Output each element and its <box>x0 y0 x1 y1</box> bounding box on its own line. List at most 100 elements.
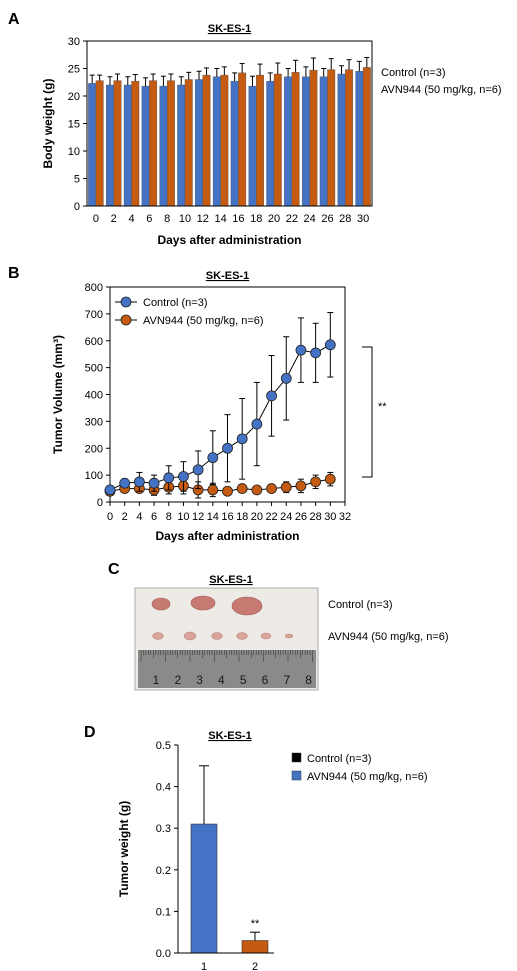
bar-avn944-day-6 <box>149 80 158 207</box>
chart-title: SK-ES-1 <box>208 730 251 742</box>
y-tick-label: 0.2 <box>156 865 171 877</box>
point-avn944-day-24 <box>280 481 292 493</box>
x-tick-label: 8 <box>164 213 170 225</box>
x-tick-label: 14 <box>207 511 219 523</box>
bar-control-day-4 <box>123 84 132 207</box>
bar-avn944-day-10 <box>184 79 193 207</box>
bar-control-day-26 <box>319 76 328 207</box>
point-control-day-8 <box>163 472 175 484</box>
x-tick-label: 22 <box>265 511 277 523</box>
x-tick-label: 26 <box>295 511 307 523</box>
bar-control-day-18 <box>248 85 257 207</box>
point-control-day-26 <box>295 344 307 356</box>
legend-entry: AVN944 (50 mg/kg, n=6) <box>307 771 428 783</box>
ruler-number: 5 <box>240 673 247 687</box>
x-tick-label: 20 <box>251 511 263 523</box>
legend-entry: Control (n=3) <box>381 67 446 79</box>
point-avn944-day-26 <box>295 480 307 492</box>
y-tick-label: 0.0 <box>156 948 171 960</box>
x-tick-label: 20 <box>268 213 280 225</box>
point-control-day-18 <box>236 433 248 445</box>
y-tick-label: 0.4 <box>156 782 171 794</box>
ruler-number: 3 <box>196 673 203 687</box>
y-tick-label: 200 <box>85 443 103 455</box>
y-tick-label: 0.3 <box>156 823 171 835</box>
legend-entry: AVN944 (50 mg/kg, n=6) <box>143 315 264 327</box>
point-avn944-day-16 <box>222 485 233 497</box>
point-avn944-day-28 <box>310 476 322 488</box>
x-tick-label: 22 <box>286 213 298 225</box>
point-control-day-2 <box>119 477 131 489</box>
x-tick-label: 2 <box>122 511 128 523</box>
legend-entry: Control (n=3) <box>143 297 208 309</box>
significance-bracket <box>362 346 373 478</box>
y-tick-label: 800 <box>85 282 103 294</box>
ruler-number: 4 <box>218 673 225 687</box>
point-avn944-day-14 <box>207 484 219 496</box>
x-tick-label: 6 <box>146 213 152 225</box>
bar-avn944-day-8 <box>166 80 175 207</box>
legend-entry: AVN944 (50 mg/kg, n=6) <box>381 84 502 96</box>
x-tick-label: 0 <box>107 511 113 523</box>
panel-c: C SK-ES-1 1 2 3 4 5 6 7 8 Control (n=3) AVN944 (50 … <box>108 561 449 691</box>
x-tick-label: 14 <box>214 213 226 225</box>
bar-avn944-day-4 <box>131 80 140 207</box>
tumor-avn944-3 <box>211 632 223 640</box>
point-control-day-22 <box>266 390 277 402</box>
y-tick-label: 30 <box>68 36 80 48</box>
point-control-day-0 <box>104 484 116 496</box>
bar-control-day-12 <box>195 79 203 207</box>
point-control-day-12 <box>192 464 204 476</box>
y-axis-label: Tumor weight (g) <box>117 801 131 897</box>
panel-d: D SK-ES-1 1 2 ** 0.0 0.1 0.2 0.3 0.4 0.5 Tumor weig… <box>84 724 428 971</box>
bar-control-day-16 <box>230 80 239 207</box>
bar-group-1 <box>190 823 218 954</box>
photo-label-avn944: AVN944 (50 mg/kg, n=6) <box>328 631 449 643</box>
bar-avn944-day-18 <box>256 74 264 207</box>
x-tick-label: 4 <box>136 511 142 523</box>
x-tick-label: 12 <box>192 511 204 523</box>
bar-avn944-day-0 <box>95 80 104 207</box>
x-tick-label: 0 <box>93 213 99 225</box>
y-tick-label: 400 <box>85 390 103 402</box>
point-control-day-10 <box>178 471 189 482</box>
x-tick-label: 24 <box>304 213 316 225</box>
x-tick-label: 32 <box>339 511 351 523</box>
x-tick-label: 16 <box>232 213 244 225</box>
y-tick-label: 5 <box>74 174 80 186</box>
ruler-number: 2 <box>174 673 181 687</box>
bar-control-day-22 <box>284 76 293 207</box>
bar-avn944-day-16 <box>238 72 247 207</box>
chart-title: SK-ES-1 <box>208 23 251 35</box>
y-tick-label: 0.1 <box>156 906 171 918</box>
photo-title: SK-ES-1 <box>209 574 252 586</box>
bar-avn944-day-26 <box>327 69 336 207</box>
tumor-avn944-1 <box>152 632 164 640</box>
point-control-day-6 <box>148 477 160 489</box>
bar-control-day-10 <box>177 84 186 207</box>
legend-swatch <box>291 770 302 781</box>
x-tick-label: 28 <box>339 213 351 225</box>
significance-marker: ** <box>378 401 387 413</box>
point-avn944-day-20 <box>251 484 263 496</box>
tumor-control-1 <box>151 597 171 611</box>
x-tick-label: 24 <box>280 511 292 523</box>
y-axis-label: Body weight (g) <box>41 79 55 169</box>
y-tick-label: 10 <box>68 146 80 158</box>
x-tick-label: 30 <box>324 511 336 523</box>
point-control-day-24 <box>280 372 292 384</box>
y-tick-label: 25 <box>68 64 80 76</box>
tumor-avn944-6 <box>284 633 294 639</box>
bar-avn944-day-14 <box>220 74 229 207</box>
y-tick-label: 15 <box>68 119 80 131</box>
x-tick-label: 30 <box>357 213 369 225</box>
point-control-day-16 <box>222 442 233 454</box>
bar-control-day-30 <box>355 71 364 207</box>
point-control-day-14 <box>207 452 219 464</box>
bar-control-day-2 <box>106 84 114 207</box>
legend-entry: Control (n=3) <box>307 753 372 765</box>
ruler-number: 7 <box>283 673 290 687</box>
tumor-control-2 <box>190 595 216 611</box>
